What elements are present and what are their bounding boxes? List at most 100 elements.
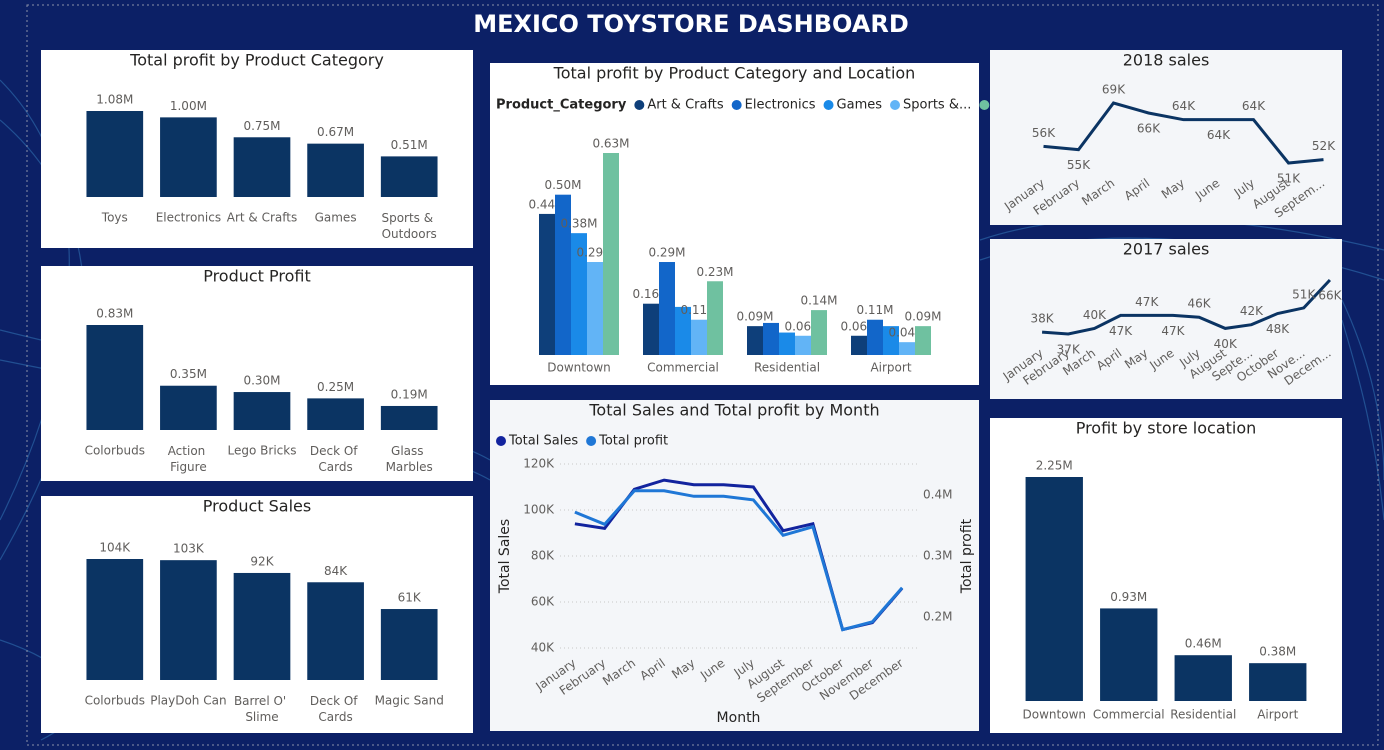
data-label: 1.00M <box>170 99 207 113</box>
data-label: 104K <box>99 541 131 555</box>
data-label: 56K <box>1032 126 1056 140</box>
data-label: 0.93M <box>1110 590 1147 604</box>
data-label: 38K <box>1031 312 1055 326</box>
panel <box>990 239 1342 399</box>
x-tick-label: Glass Marbles <box>386 444 433 474</box>
bar <box>555 194 571 355</box>
legend-marker <box>634 100 645 110</box>
bar <box>603 153 619 355</box>
data-label: 0.75M <box>243 119 280 133</box>
x-tick-label: Toys <box>101 211 128 225</box>
data-label: 0.14M <box>800 294 837 308</box>
frame <box>26 4 1379 746</box>
data-label: 66K <box>1137 122 1161 136</box>
legend-label: Total Sales <box>508 434 578 449</box>
bar <box>675 306 691 355</box>
bar <box>86 325 144 430</box>
legend-label: Art & Crafts <box>647 98 724 113</box>
bar <box>307 143 364 197</box>
bar <box>779 332 795 355</box>
bar <box>380 156 438 197</box>
data-label: 40K <box>1083 308 1107 322</box>
data-label: 37K <box>1057 343 1081 357</box>
legend-label: Total profit <box>598 434 668 449</box>
line-series <box>1043 101 1324 165</box>
data-label: 103K <box>173 542 205 556</box>
data-label: 55K <box>1067 158 1091 172</box>
data-label: 47K <box>1109 324 1133 338</box>
bar <box>915 326 931 355</box>
bar <box>795 335 811 355</box>
data-label: 64K <box>1207 128 1231 142</box>
bar <box>587 262 603 355</box>
data-label: 0.11M <box>856 303 893 317</box>
bar <box>1174 655 1232 701</box>
legend-label: Sports &... <box>903 98 971 113</box>
bar <box>539 213 555 355</box>
bar <box>867 319 883 355</box>
bar <box>86 111 144 197</box>
data-label: 0.25M <box>317 380 354 394</box>
legend-marker <box>979 100 990 110</box>
chart-title: Total profit by Product Category and Loc… <box>553 64 916 83</box>
x-tick-label: Downtown <box>1023 708 1086 722</box>
bar <box>380 405 438 430</box>
bar <box>160 560 217 680</box>
dashboard-title: MEXICO TOYSTORE DASHBOARD <box>473 10 909 38</box>
bar <box>763 322 779 355</box>
chart-title: Product Sales <box>203 497 311 516</box>
bar <box>1025 477 1083 701</box>
panel <box>490 400 979 731</box>
x-tick-label: Commercial <box>1093 708 1165 722</box>
bar <box>86 559 144 680</box>
legend-marker <box>586 436 597 446</box>
data-label: 0.29M <box>648 246 685 260</box>
data-label: 84K <box>324 564 348 578</box>
data-label: 0.63M <box>592 137 629 151</box>
chart-title: 2018 sales <box>1123 51 1210 70</box>
bar <box>160 385 217 430</box>
data-label: 66K <box>1318 289 1342 303</box>
data-label: 0.38M <box>560 217 597 231</box>
y-tick-label: 120K <box>523 457 555 471</box>
data-label: 0.67M <box>317 125 354 139</box>
x-tick-label: Games <box>315 211 357 225</box>
bar <box>811 310 827 355</box>
bar <box>851 335 867 355</box>
data-label: 69K <box>1102 83 1126 97</box>
chart-title: Profit by store location <box>1076 419 1257 438</box>
legend-marker <box>890 100 901 110</box>
x-tick-label: Commercial <box>647 361 719 375</box>
data-label: 0.30M <box>243 374 280 388</box>
y-tick-label: 40K <box>531 641 555 655</box>
data-label: 48K <box>1266 322 1290 336</box>
data-label: 51K <box>1292 287 1316 301</box>
y2-tick-label: 0.4M <box>923 488 952 502</box>
bar <box>233 572 291 680</box>
data-label: 51K <box>1277 172 1301 186</box>
y2-tick-label: 0.2M <box>923 609 952 623</box>
bar <box>707 281 723 355</box>
data-label: 0.50M <box>544 178 581 192</box>
legend-label: Electronics <box>745 98 816 113</box>
x-tick-label: Action Figure <box>168 444 209 474</box>
legend-label: Games <box>837 98 883 113</box>
legend-marker <box>823 100 834 110</box>
data-label: 0.23M <box>696 265 733 279</box>
bar <box>1100 608 1158 701</box>
x-axis-title: Month <box>717 710 761 726</box>
bar <box>307 398 364 430</box>
data-label: 64K <box>1242 99 1266 113</box>
bar <box>899 342 915 355</box>
chart-title: 2017 sales <box>1123 240 1210 259</box>
data-label: 0.35M <box>170 367 207 381</box>
x-tick-label: Art & Crafts <box>227 211 297 225</box>
bar <box>643 303 659 355</box>
y2-axis-title: Total profit <box>959 518 975 594</box>
y-tick-label: 100K <box>523 503 555 517</box>
x-tick-label: PlayDoh Can <box>150 694 226 708</box>
y-axis-title: Total Sales <box>497 519 513 594</box>
bar <box>659 262 675 355</box>
x-tick-label: Barrel O' Slime <box>234 694 290 724</box>
